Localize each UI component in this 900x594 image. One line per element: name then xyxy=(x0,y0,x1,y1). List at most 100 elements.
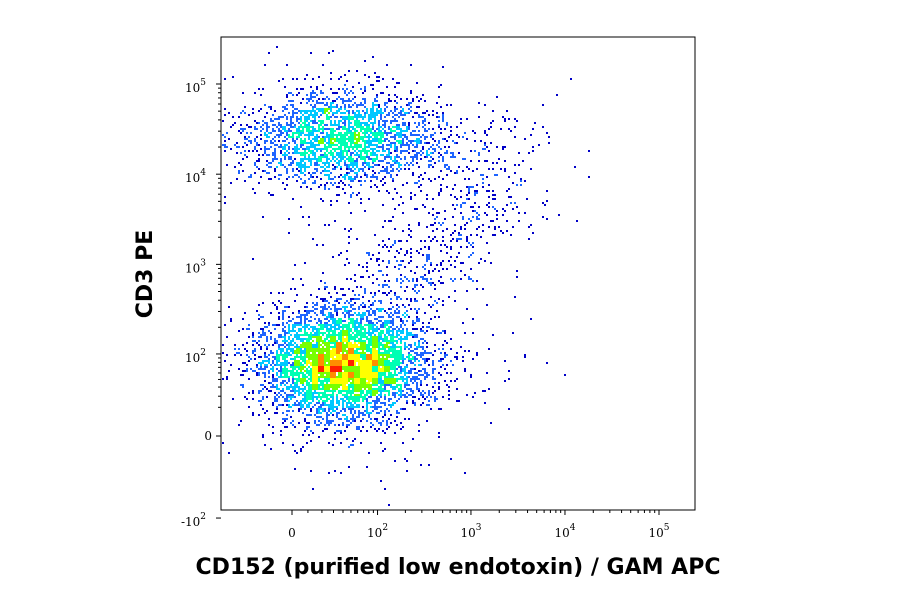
event-point xyxy=(382,380,384,382)
event-point xyxy=(414,376,416,378)
event-point xyxy=(268,178,270,180)
event-point xyxy=(484,132,486,134)
event-point xyxy=(314,392,316,394)
event-point xyxy=(340,156,342,158)
event-point xyxy=(424,120,426,122)
event-point xyxy=(424,370,426,372)
event-point xyxy=(424,138,426,140)
event-point xyxy=(450,126,452,128)
event-point xyxy=(304,326,306,328)
event-point xyxy=(264,326,266,328)
event-point xyxy=(384,280,386,282)
event-point xyxy=(406,150,408,152)
event-point xyxy=(458,238,460,240)
event-point xyxy=(348,406,350,408)
event-point xyxy=(338,154,340,156)
event-point xyxy=(448,386,450,388)
event-point xyxy=(354,322,356,324)
event-point xyxy=(420,364,422,366)
event-point xyxy=(316,102,318,104)
event-point xyxy=(368,134,370,136)
event-point xyxy=(508,176,510,178)
event-point xyxy=(376,146,378,148)
event-point xyxy=(306,120,308,122)
event-point xyxy=(400,370,402,372)
event-point xyxy=(386,114,388,116)
event-point xyxy=(286,184,288,186)
event-point xyxy=(304,324,306,326)
event-point xyxy=(446,342,448,344)
event-point xyxy=(344,132,346,134)
event-point xyxy=(388,384,390,386)
event-point xyxy=(252,414,254,416)
event-point xyxy=(400,368,402,370)
event-point xyxy=(272,366,274,368)
event-point xyxy=(442,364,444,366)
event-point xyxy=(440,244,442,246)
event-point xyxy=(376,400,378,402)
event-point xyxy=(308,426,310,428)
event-point xyxy=(424,274,426,276)
event-point xyxy=(330,420,332,422)
event-point xyxy=(282,310,284,312)
event-point xyxy=(378,252,380,254)
event-point xyxy=(368,198,370,200)
event-point xyxy=(406,392,408,394)
event-point xyxy=(460,212,462,214)
event-point xyxy=(410,198,412,200)
event-point xyxy=(320,412,322,414)
event-point xyxy=(294,336,296,338)
event-point xyxy=(396,156,398,158)
event-point xyxy=(304,134,306,136)
event-point xyxy=(326,316,328,318)
event-point xyxy=(308,158,310,160)
event-point xyxy=(276,384,278,386)
event-point xyxy=(434,400,436,402)
event-point xyxy=(322,430,324,432)
event-point xyxy=(242,370,244,372)
event-point xyxy=(442,156,444,158)
event-point xyxy=(344,108,346,110)
event-point xyxy=(308,178,310,180)
event-point xyxy=(360,116,362,118)
event-point xyxy=(352,170,354,172)
event-point xyxy=(288,332,290,334)
event-point xyxy=(288,146,290,148)
event-point xyxy=(302,406,304,408)
event-point xyxy=(348,408,350,410)
event-point xyxy=(298,312,300,314)
event-point xyxy=(348,100,350,102)
event-point xyxy=(346,164,348,166)
event-point xyxy=(408,376,410,378)
event-point xyxy=(392,120,394,122)
event-point xyxy=(432,368,434,370)
event-point xyxy=(430,296,432,298)
event-point xyxy=(330,324,332,326)
event-point xyxy=(320,90,322,92)
event-point xyxy=(404,346,406,348)
event-point xyxy=(222,442,224,444)
event-point xyxy=(380,110,382,112)
event-point xyxy=(292,94,294,96)
event-point xyxy=(384,220,386,222)
event-point xyxy=(426,142,428,144)
event-point xyxy=(466,198,468,200)
event-point xyxy=(354,280,356,282)
event-point xyxy=(314,396,316,398)
event-point xyxy=(356,320,358,322)
event-point xyxy=(384,122,386,124)
event-point xyxy=(472,130,474,132)
event-point xyxy=(420,136,422,138)
event-point xyxy=(472,210,474,212)
event-point xyxy=(418,360,420,362)
event-point xyxy=(400,260,402,262)
event-point xyxy=(486,134,488,136)
event-point xyxy=(288,342,290,344)
event-point xyxy=(470,278,472,280)
event-point xyxy=(324,308,326,310)
event-point xyxy=(376,96,378,98)
event-point xyxy=(328,420,330,422)
event-point xyxy=(348,166,350,168)
event-point xyxy=(294,326,296,328)
event-point xyxy=(284,152,286,154)
